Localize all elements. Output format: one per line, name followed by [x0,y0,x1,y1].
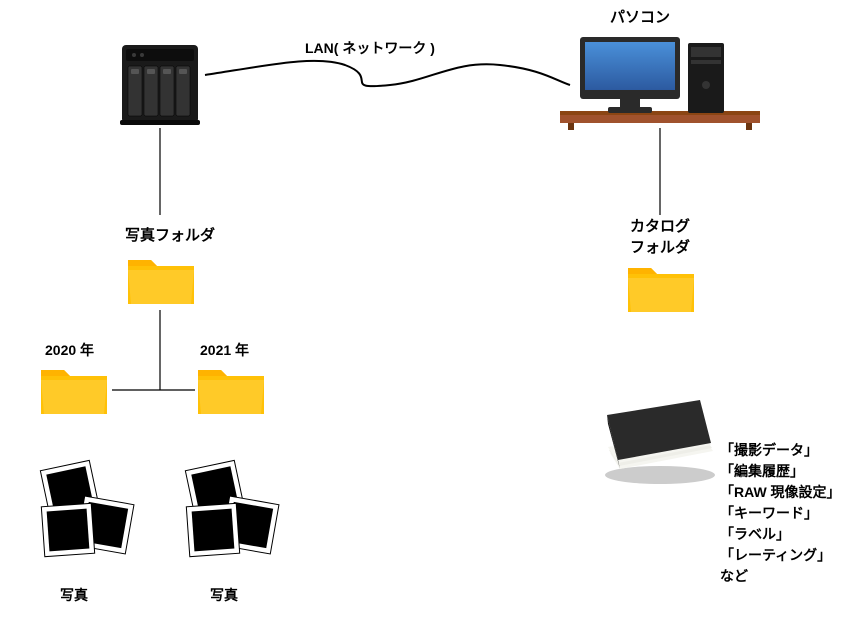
photos-left-label: 写真 [60,585,88,605]
photos-stack-left-icon [35,455,140,565]
catalog-folder-label: カタログ フォルダ [630,215,690,257]
catalog-contents-list: 「撮影データ」 「編集履歴」 「RAW 現像設定」 「キーワード」 「ラベル」 … [720,440,841,587]
catalog-item: 「撮影データ」 [720,440,841,461]
folder-2021-icon [195,360,267,418]
photos-stack-right-icon [180,455,285,565]
catalog-item: 「編集履歴」 [720,461,841,482]
catalog-item: 「レーティング」 [720,545,841,566]
folder-photos-icon [125,250,197,308]
photo-folder-label: 写真フォルダ [125,224,215,245]
year-2021-label: 2021 年 [200,340,249,360]
year-2020-label: 2020 年 [45,340,94,360]
catalog-item: 「キーワード」 [720,503,841,524]
folder-catalog-icon [625,258,697,316]
catalog-item: 「RAW 現像設定」 [720,482,841,503]
catalog-item: 「ラベル」 [720,524,841,545]
catalog-book-icon [595,395,725,490]
catalog-item: など [720,566,841,587]
photos-right-label: 写真 [210,585,238,605]
folder-2020-icon [38,360,110,418]
